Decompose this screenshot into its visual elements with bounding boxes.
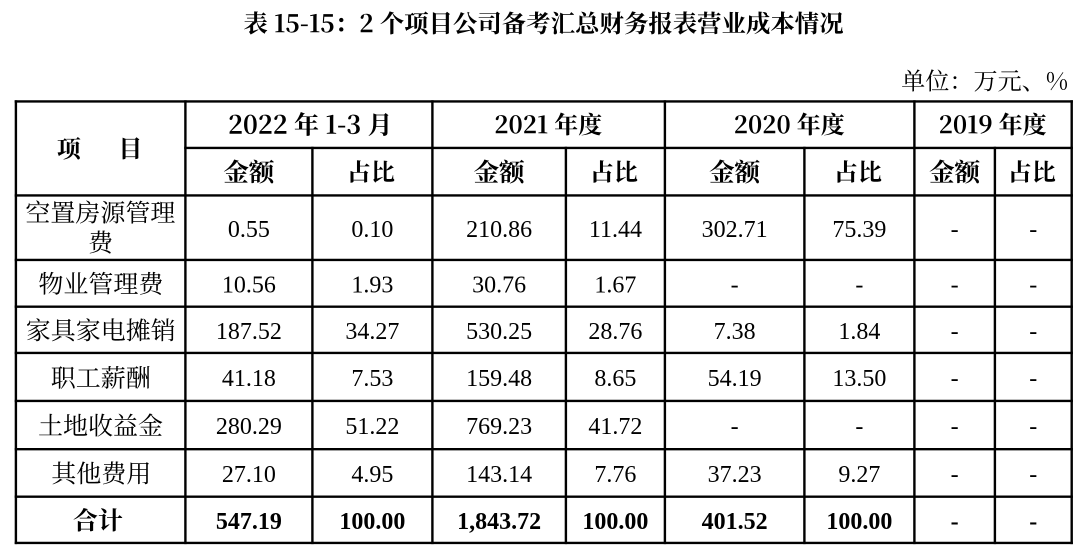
svg-text:-: -	[1029, 319, 1037, 345]
svg-text:30.76: 30.76	[472, 272, 526, 298]
svg-text:-: -	[1029, 414, 1037, 440]
svg-text:37.23: 37.23	[708, 462, 762, 488]
svg-text:-: -	[951, 217, 959, 243]
svg-text:41.18: 41.18	[222, 366, 276, 392]
svg-text:-: -	[951, 509, 959, 535]
svg-text:0.55: 0.55	[228, 217, 270, 243]
svg-text:100.00: 100.00	[339, 509, 405, 535]
svg-text:547.19: 547.19	[216, 509, 282, 535]
svg-text:51.22: 51.22	[345, 414, 399, 440]
svg-text:1,843.72: 1,843.72	[457, 509, 541, 535]
svg-text:280.29: 280.29	[216, 414, 282, 440]
svg-text:-: -	[951, 366, 959, 392]
svg-text:4.95: 4.95	[351, 462, 393, 488]
svg-text:27.10: 27.10	[222, 462, 276, 488]
svg-text:-: -	[951, 462, 959, 488]
svg-text:100.00: 100.00	[582, 509, 648, 535]
svg-text:-: -	[855, 414, 863, 440]
svg-text:302.71: 302.71	[702, 217, 768, 243]
svg-text:75.39: 75.39	[832, 217, 886, 243]
svg-text:-: -	[951, 272, 959, 298]
svg-text:187.52: 187.52	[216, 319, 282, 345]
svg-text:8.65: 8.65	[594, 366, 636, 392]
svg-text:7.38: 7.38	[714, 319, 756, 345]
svg-text:-: -	[951, 414, 959, 440]
svg-text:401.52: 401.52	[702, 509, 768, 535]
svg-text:7.53: 7.53	[351, 366, 393, 392]
svg-text:530.25: 530.25	[466, 319, 532, 345]
svg-text:11.44: 11.44	[589, 217, 642, 243]
svg-text:1.84: 1.84	[838, 319, 880, 345]
svg-text:9.27: 9.27	[838, 462, 880, 488]
svg-text:7.76: 7.76	[594, 462, 636, 488]
svg-text:143.14: 143.14	[466, 462, 532, 488]
svg-text:769.23: 769.23	[466, 414, 532, 440]
svg-text:1.67: 1.67	[594, 272, 636, 298]
svg-text:-: -	[1029, 272, 1037, 298]
svg-text:41.72: 41.72	[588, 414, 642, 440]
svg-text:10.56: 10.56	[222, 272, 276, 298]
svg-text:54.19: 54.19	[708, 366, 762, 392]
svg-text:28.76: 28.76	[588, 319, 642, 345]
svg-text:13.50: 13.50	[832, 366, 886, 392]
svg-text:210.86: 210.86	[466, 217, 532, 243]
svg-text:-: -	[1029, 366, 1037, 392]
svg-text:-: -	[1029, 509, 1037, 535]
svg-text:-: -	[1029, 462, 1037, 488]
svg-text:-: -	[855, 272, 863, 298]
svg-text:34.27: 34.27	[345, 319, 399, 345]
svg-text:0.10: 0.10	[351, 217, 393, 243]
svg-text:159.48: 159.48	[466, 366, 532, 392]
svg-text:100.00: 100.00	[826, 509, 892, 535]
svg-text:-: -	[951, 319, 959, 345]
svg-text:-: -	[731, 272, 739, 298]
svg-text:-: -	[1029, 217, 1037, 243]
svg-text:1.93: 1.93	[351, 272, 393, 298]
svg-text:-: -	[731, 414, 739, 440]
